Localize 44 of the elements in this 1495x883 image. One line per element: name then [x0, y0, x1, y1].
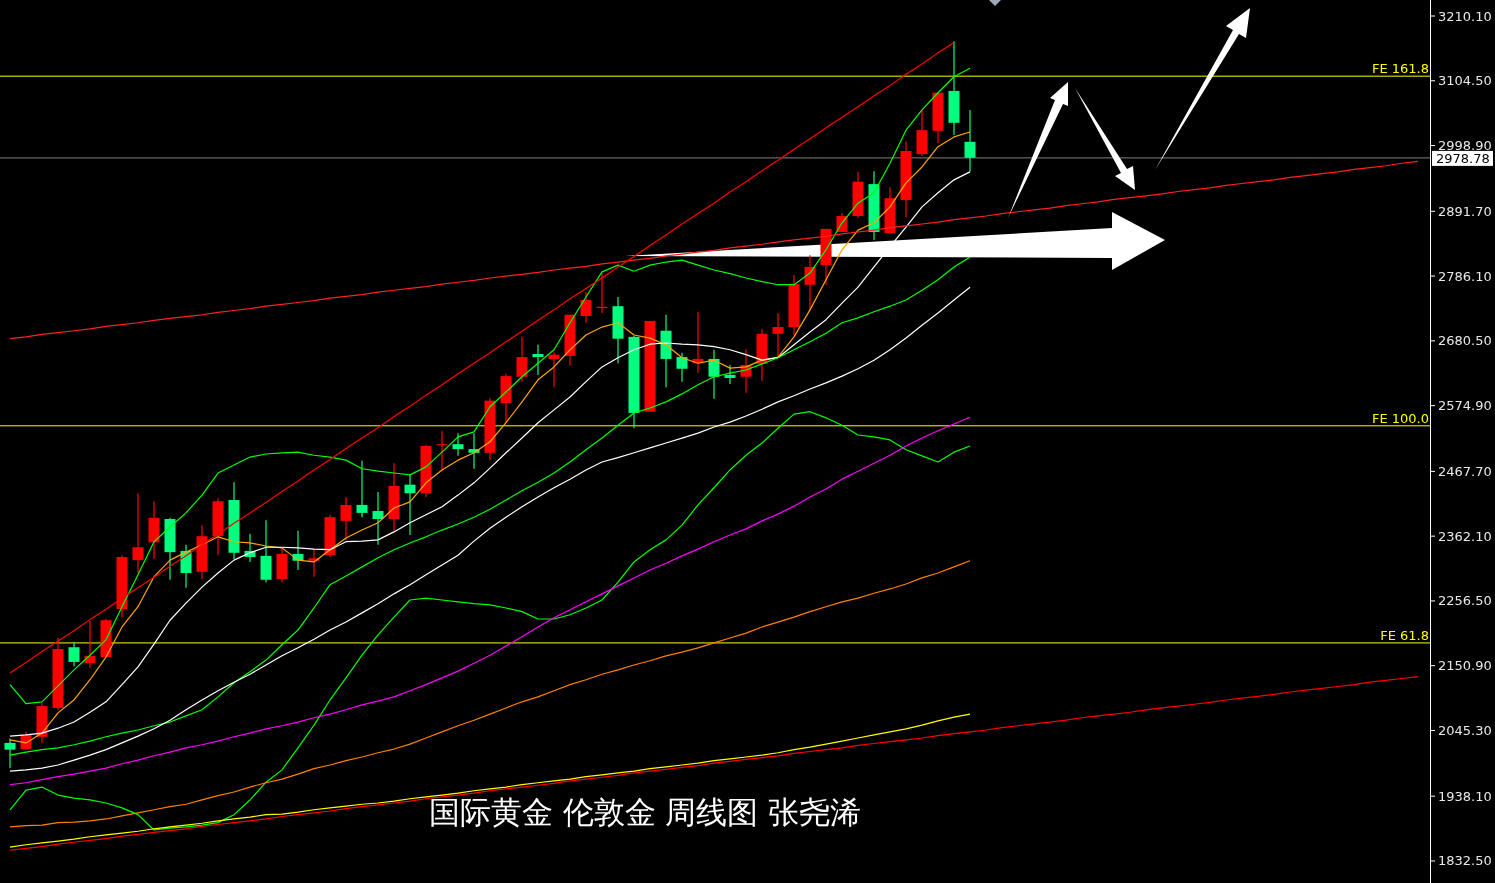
candlestick: [260, 519, 272, 583]
candlestick: [916, 108, 928, 157]
candlestick: [4, 738, 16, 769]
candlestick: [964, 109, 976, 173]
y-tick-label: 1938.10: [1438, 788, 1492, 804]
y-tick-label: 3210.10: [1438, 8, 1492, 24]
candlestick: [676, 352, 688, 383]
candlestick: [772, 312, 784, 358]
y-tick-label: 2045.30: [1438, 722, 1492, 738]
ref-line-label: FE 61.8: [1380, 627, 1429, 643]
line-series: [9, 676, 1419, 851]
text: 国际黄金 伦敦金 周线图 张尧浠: [428, 794, 862, 830]
y-tick-label: 2150.90: [1438, 658, 1492, 674]
candlestick: [452, 432, 464, 457]
y-tick-label: 2786.10: [1438, 268, 1492, 284]
candlestick: [804, 254, 816, 311]
y-tick-label: 2998.90: [1438, 138, 1492, 154]
y-tick-label: 2680.50: [1438, 333, 1492, 349]
y-tick-label: 3104.50: [1438, 73, 1492, 89]
candlestick: [340, 496, 352, 541]
y-tick-label: 2574.90: [1438, 398, 1492, 414]
candlestick: [580, 291, 592, 324]
candlestick: [372, 491, 384, 546]
y-tick-label: 2891.70: [1438, 203, 1492, 219]
y-tick-label: 2467.70: [1438, 463, 1492, 479]
ref-line-label: FE 161.8: [1371, 61, 1429, 77]
candlestick: [68, 641, 80, 667]
candlestick: [132, 492, 144, 574]
candlestick: [532, 344, 544, 376]
y-tick-label: 2362.10: [1438, 528, 1492, 544]
candlestick: [436, 430, 448, 471]
line-series: [9, 160, 1419, 340]
y-tick-label: 2256.50: [1438, 593, 1492, 609]
candlestick: [356, 460, 368, 518]
y-tick-label: 1832.50: [1438, 853, 1492, 869]
line-series: [9, 713, 971, 848]
line-series: [9, 560, 971, 828]
candlestick: [404, 474, 416, 536]
ref-line-label: FE 100.0: [1371, 410, 1429, 426]
candlestick: [516, 336, 528, 383]
candlestick: [548, 351, 560, 388]
candlestick: [308, 548, 320, 578]
candlestick: [724, 364, 736, 385]
ref-line-label: 2978.78: [1436, 151, 1490, 167]
